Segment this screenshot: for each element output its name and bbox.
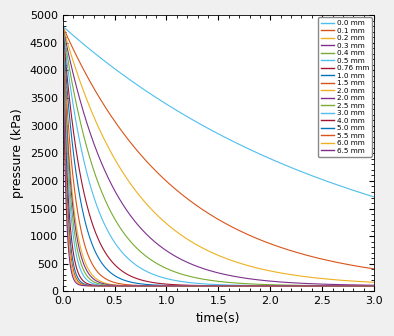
X-axis label: time(s): time(s) <box>196 312 241 325</box>
Y-axis label: pressure (kPa): pressure (kPa) <box>11 109 24 198</box>
Legend: 0.0 mm, 0.1 mm, 0.2 mm, 0.3 mm, 0.4 mm, 0.5 mm, 0.76 mm, 1.0 mm, 1.5 mm, 2.0 mm,: 0.0 mm, 0.1 mm, 0.2 mm, 0.3 mm, 0.4 mm, … <box>318 17 372 157</box>
